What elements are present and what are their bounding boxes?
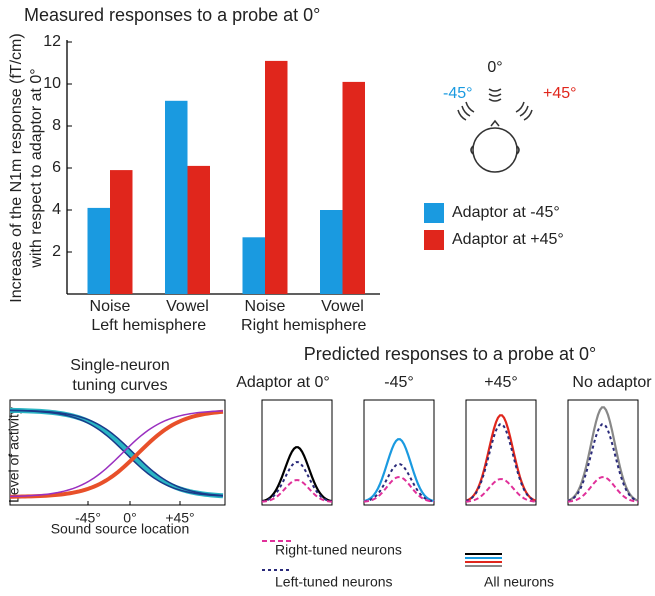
panel-frame (567, 399, 639, 506)
response-curve (261, 479, 333, 503)
legend-label: Right-tuned neurons (275, 542, 402, 558)
bar (87, 207, 110, 294)
legend-label: All neurons (484, 574, 554, 590)
panel-subtitle: -45° (384, 374, 414, 391)
x-tick-label: -45° (75, 510, 101, 526)
response-curve (363, 476, 435, 503)
response-curve (465, 478, 537, 503)
tuning-curve (9, 409, 224, 497)
group-label: Left hemisphere (91, 317, 206, 334)
panel-subtitle: Adaptor at 0° (236, 374, 330, 391)
panel-title: Single-neuron (70, 357, 170, 374)
bar (342, 81, 365, 295)
legend-label: Adaptor at +45° (452, 231, 564, 248)
response-curve (567, 423, 639, 502)
x-tick-label: Noise (245, 298, 286, 315)
angle-label: 0° (487, 59, 502, 76)
bar (187, 165, 210, 294)
panel-subtitle: No adaptor (572, 374, 652, 391)
response-curve (465, 423, 537, 502)
y-axis-label: Increase of the N1m response (fT/cm) (8, 33, 25, 302)
y-tick-label: 8 (52, 117, 61, 134)
bar (110, 170, 133, 294)
legend-label: Left-tuned neurons (275, 574, 393, 590)
bar (165, 100, 188, 294)
response-curve (567, 406, 639, 502)
y-tick-label: 2 (52, 243, 61, 260)
y-axis-label: with respect to adaptor at 0° (28, 68, 45, 268)
group-label: Right hemisphere (241, 317, 367, 334)
panel-subtitle: +45° (484, 374, 518, 391)
chart-title: Measured responses to a probe at 0° (24, 5, 320, 25)
y-axis-label: Level of activity (6, 407, 22, 503)
response-curve (363, 463, 435, 503)
panel-title: Predicted responses to a probe at 0° (304, 344, 596, 364)
panel-frame (261, 399, 333, 506)
angle-label: -45° (443, 85, 473, 102)
y-tick-label: 12 (43, 33, 61, 50)
response-curve (363, 438, 435, 503)
legend-swatch (424, 230, 444, 250)
tuning-curve (9, 407, 224, 499)
bar (320, 210, 343, 294)
legend-swatch (424, 203, 444, 223)
bar (242, 237, 265, 294)
tuning-curve (9, 409, 224, 499)
panel-title: tuning curves (72, 377, 167, 394)
tuning-curve (9, 409, 224, 497)
panel-frame (363, 399, 435, 506)
legend-label: Adaptor at -45° (452, 204, 560, 221)
y-tick-label: 6 (52, 159, 61, 176)
x-tick-label: Noise (90, 298, 131, 315)
head-diagram (457, 88, 533, 173)
tuning-curve (9, 410, 224, 498)
x-tick-label: +45° (165, 510, 194, 526)
y-tick-label: 4 (52, 201, 61, 218)
response-curve (261, 446, 333, 503)
x-axis-label: Sound source location (51, 521, 190, 537)
response-curve (465, 414, 537, 502)
legend-swatch (465, 553, 502, 567)
panel-frame (9, 399, 226, 506)
response-curve (261, 461, 333, 503)
x-tick-label: Vowel (166, 298, 209, 315)
response-curve (567, 476, 639, 503)
y-tick-label: 10 (43, 75, 61, 92)
panel-frame (465, 399, 537, 506)
x-tick-label: 0° (123, 510, 136, 526)
x-tick-label: Vowel (321, 298, 364, 315)
angle-label: +45° (543, 85, 577, 102)
bar (265, 60, 288, 295)
